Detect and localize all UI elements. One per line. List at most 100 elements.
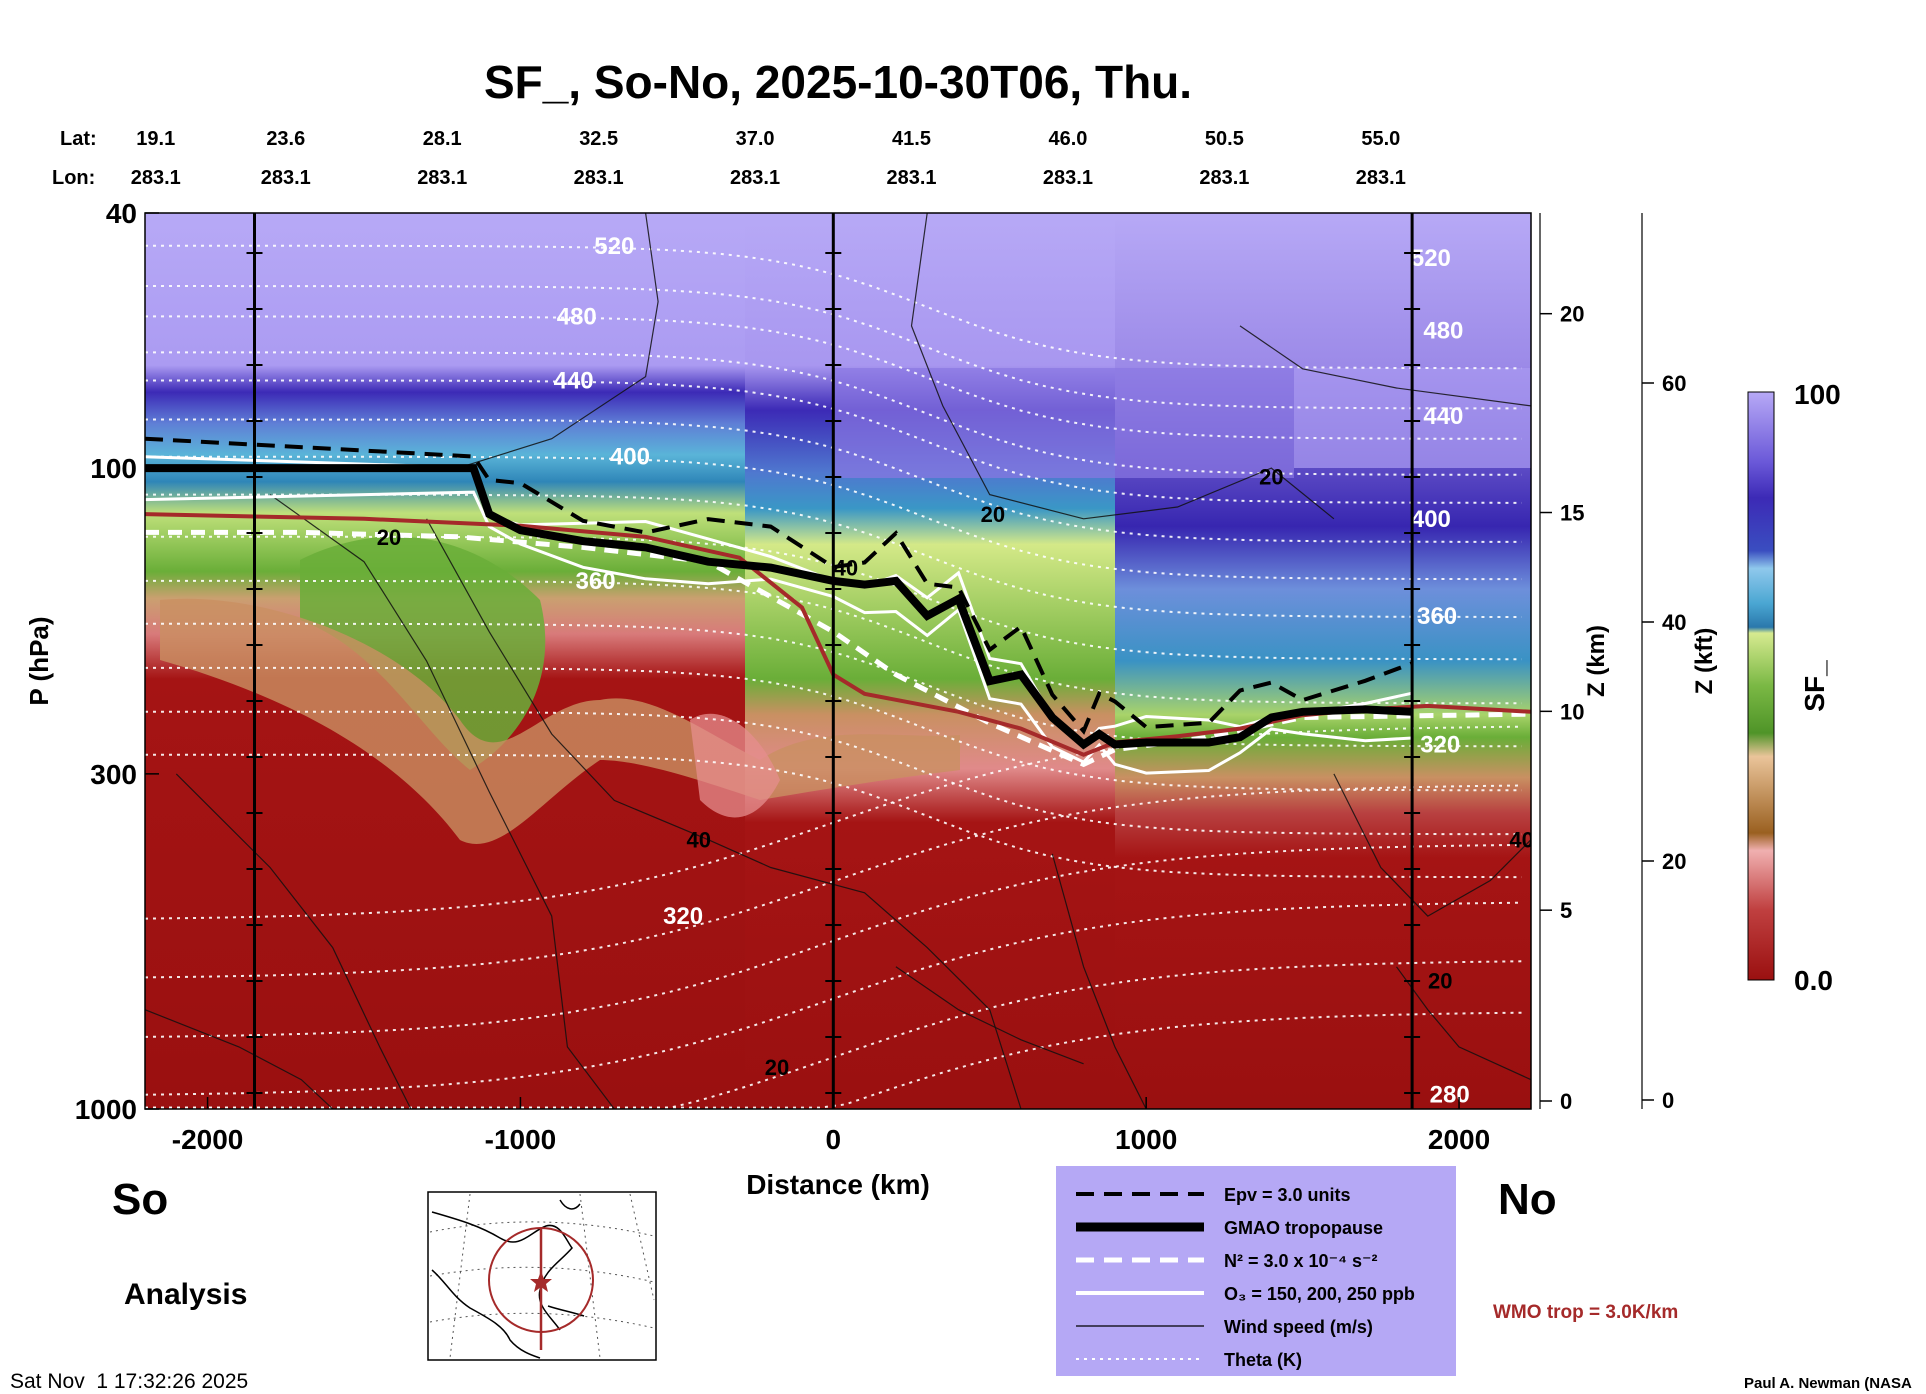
south-label: So <box>112 1175 168 1224</box>
z-km-tick-label: 10 <box>1560 699 1584 724</box>
wind-labels: 20 40 20 40 20 40 20 20 <box>377 464 1531 1080</box>
theta-label: 480 <box>1423 317 1463 344</box>
field-right <box>1115 213 1531 1109</box>
legend-box <box>1056 1166 1456 1376</box>
z-km-axis-label: Z (km) <box>1583 625 1610 697</box>
lat-tick-label: 23.6 <box>266 128 305 150</box>
wind-label: 20 <box>981 502 1005 527</box>
wind-contour <box>175 773 412 1109</box>
wind-contour <box>895 966 1084 1065</box>
wind-contours <box>145 213 1531 1109</box>
lat-tick-label: 28.1 <box>423 128 462 150</box>
colorbar-label: SF_ <box>1799 660 1830 712</box>
epv-contour-line <box>145 436 1413 735</box>
z-km-tick-label: 0 <box>1560 1089 1572 1114</box>
lat-tick-label: 50.5 <box>1205 128 1244 150</box>
y-tick-label: 300 <box>90 759 137 790</box>
field-mid <box>745 213 1115 1109</box>
plot-area: 520480440400360320520480440400360320280 … <box>145 213 1531 1109</box>
wind-label: 20 <box>765 1055 789 1080</box>
wind-contour <box>145 1009 334 1109</box>
y-tick-label: 100 <box>90 453 137 484</box>
z-kft-tick-label: 40 <box>1662 610 1686 635</box>
lat-tick-label: 19.1 <box>136 128 175 150</box>
wmo-trop-note: WMO trop = 3.0K/km <box>1493 1302 1678 1323</box>
lon-tick-label: 283.1 <box>886 167 936 189</box>
chart-title: SF_, So-No, 2025-10-30T06, Thu. <box>484 56 1192 108</box>
colorbar-min-label: 0.0 <box>1794 965 1833 996</box>
author-credit: Paul A. Newman (NASA <box>1744 1375 1912 1392</box>
theta-label: 480 <box>557 303 597 330</box>
legend-item-label: Epv = 3.0 units <box>1224 1185 1351 1205</box>
y-tick-label: 1000 <box>75 1094 137 1125</box>
locator-map <box>427 1191 657 1361</box>
legend-item-label: N² = 3.0 x 10⁻⁴ s⁻² <box>1224 1251 1377 1271</box>
lat-tick-label: 32.5 <box>579 128 618 150</box>
wind-label: 40 <box>687 828 711 853</box>
theta-labels: 520 480 440 400 360 320 520 480 440 400 360 320 280 <box>554 233 1470 1109</box>
legend: Epv = 3.0 units GMAO tropopause N² = 3.0 x… <box>1056 1166 1456 1376</box>
wind-contour <box>1333 773 1531 917</box>
legend-item-label: O₃ = 150, 200, 250 ppb <box>1224 1284 1415 1304</box>
z-kft-tick-label: 20 <box>1662 849 1686 874</box>
upper-plateau <box>834 368 1294 478</box>
wind-contour <box>1051 853 1147 1109</box>
wind-label: 20 <box>377 525 401 550</box>
z-kft-tick-label: 0 <box>1662 1088 1674 1113</box>
lon-tick-label: 283.1 <box>1043 167 1093 189</box>
wind-contour <box>457 213 659 469</box>
x-axis: -2000 -1000 0 1000 2000 <box>172 1097 1490 1155</box>
wind-contour <box>1239 325 1531 407</box>
lon-tick-label: 283.1 <box>1356 167 1406 189</box>
lon-tick-label: 283.1 <box>131 167 181 189</box>
theta-label: 520 <box>594 233 634 260</box>
lat-tick-label: 46.0 <box>1048 128 1087 150</box>
theta-contour <box>145 843 1522 1038</box>
y-axis-z-kft: 0 20 40 60 <box>1641 213 1686 1113</box>
lat-label: Lat: <box>60 128 97 150</box>
lon-tick-label: 283.1 <box>417 167 467 189</box>
wind-label: 40 <box>834 556 858 581</box>
theta-label: 320 <box>663 903 703 930</box>
colorbar <box>1747 391 1775 981</box>
y-axis-label: P (hPa) <box>24 616 54 705</box>
z-km-tick-label: 5 <box>1560 898 1572 923</box>
y-axis-z-km: 0 5 10 15 20 <box>1539 213 1584 1114</box>
lon-tick-label: 283.1 <box>261 167 311 189</box>
lat-lon-tick-labels: 19.1 23.6 28.1 32.5 37.0 41.5 46.0 50.5 55.0 283.… <box>131 128 1406 189</box>
x-tick-label: 1000 <box>1115 1124 1177 1155</box>
theta-label: 440 <box>1423 403 1463 430</box>
theta-label: 520 <box>1411 245 1451 272</box>
theta-label: 360 <box>576 568 616 595</box>
analysis-label: Analysis <box>124 1278 247 1311</box>
map-center-star <box>530 1271 552 1292</box>
lon-tick-label: 283.1 <box>574 167 624 189</box>
timestamp: Sat Nov 1 17:32:26 2025 <box>10 1370 248 1393</box>
pink-lobe <box>690 713 780 818</box>
theta-label: 400 <box>1411 506 1451 533</box>
z-kft-tick-label: 60 <box>1662 371 1686 396</box>
x-axis-label: Distance (km) <box>746 1169 930 1200</box>
y-tick-label: 40 <box>106 198 137 229</box>
theta-label: 280 <box>1430 1082 1470 1109</box>
colorbar-max-label: 100 <box>1794 379 1841 410</box>
theta-contour <box>145 784 1522 979</box>
z-kft-axis-label: Z (kft) <box>1691 628 1718 695</box>
theta-label: 360 <box>1417 603 1457 630</box>
plot-frame <box>144 212 1532 1110</box>
ozone-contour-150 <box>145 490 1413 775</box>
legend-item-label: Theta (K) <box>1224 1350 1302 1370</box>
lat-tick-label: 41.5 <box>892 128 931 150</box>
wind-label: 20 <box>1259 464 1283 489</box>
z-km-tick-label: 15 <box>1560 501 1584 526</box>
theta-label: 440 <box>554 367 594 394</box>
x-tick-label: 0 <box>826 1124 842 1155</box>
theta-label: 400 <box>610 444 650 471</box>
theta-contour <box>145 901 1522 1096</box>
lat-tick-label: 55.0 <box>1361 128 1400 150</box>
lon-label: Lon: <box>52 167 95 189</box>
north-label: No <box>1498 1175 1557 1224</box>
legend-item-label: Wind speed (m/s) <box>1224 1317 1373 1337</box>
gmao-tropopause-line <box>145 464 1413 750</box>
